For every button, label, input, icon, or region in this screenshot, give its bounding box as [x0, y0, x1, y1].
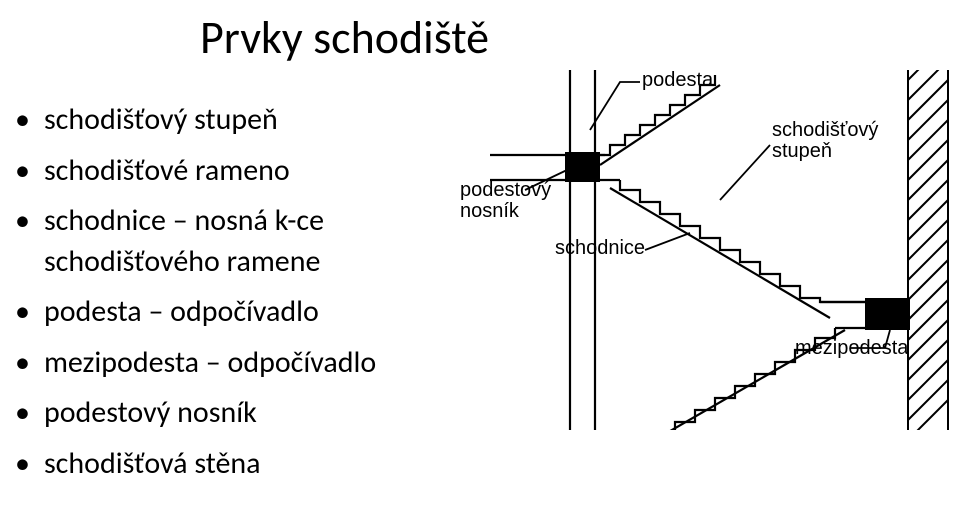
bullet-icon: •: [15, 201, 30, 242]
bullet-item: • mezipodesta – odpočívadlo: [15, 343, 376, 384]
bullet-text: schodišťová stěna: [44, 444, 261, 485]
bullet-icon: •: [15, 444, 30, 485]
diagram-label-schodnice: schodnice: [555, 238, 645, 259]
diagram-label-nosnik: podestový nosník: [460, 180, 551, 222]
bullet-icon: •: [15, 343, 30, 384]
bullet-text: podesta – odpočívadlo: [44, 292, 319, 333]
bullet-icon: •: [15, 100, 30, 141]
bullet-text: schodišťový stupeň: [44, 100, 278, 141]
bullet-icon: •: [15, 292, 30, 333]
staircase-diagram: podesta schodišťový stupeň podestový nos…: [470, 70, 950, 430]
diagram-label-mezipodesta: mezipodesta: [795, 338, 908, 359]
bullet-item: • podestový nosník: [15, 393, 376, 434]
bullet-text: schodnice – nosná k-ce schodišťového ram…: [44, 201, 324, 282]
bullet-text: mezipodesta – odpočívadlo: [44, 343, 376, 384]
bullet-item: • schodišťová stěna: [15, 444, 376, 485]
bullet-list: • schodišťový stupeň • schodišťové ramen…: [15, 100, 376, 494]
page-title: Prvky schodiště: [200, 10, 489, 66]
bullet-item: • schodnice – nosná k-ce schodišťového r…: [15, 201, 376, 282]
diagram-label-stupen: schodišťový stupeň: [772, 120, 878, 162]
bullet-icon: •: [15, 393, 30, 434]
bullet-text: schodišťové rameno: [44, 151, 290, 192]
diagram-label-podesta: podesta: [642, 70, 713, 91]
bullet-item: • podesta – odpočívadlo: [15, 292, 376, 333]
bullet-text: podestový nosník: [44, 393, 257, 434]
bullet-item: • schodišťové rameno: [15, 151, 376, 192]
bullet-item: • schodišťový stupeň: [15, 100, 376, 141]
bullet-icon: •: [15, 151, 30, 192]
